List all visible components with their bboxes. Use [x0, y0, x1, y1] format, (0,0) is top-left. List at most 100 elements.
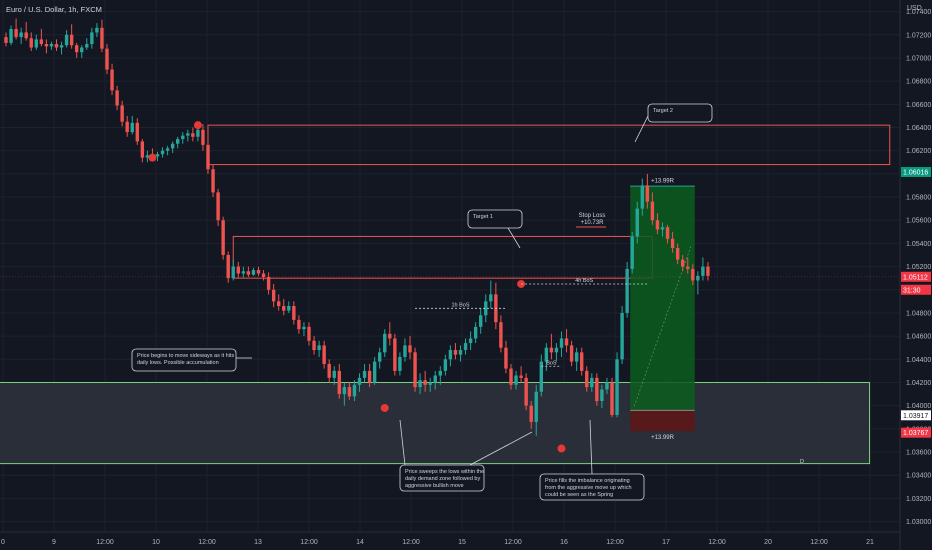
candle-body: [64, 34, 69, 46]
candle-body: [640, 185, 644, 209]
candle-body: [312, 340, 316, 351]
candle-body: [9, 28, 13, 43]
y-tick-label: 1.05200: [906, 264, 931, 271]
candle-body: [160, 150, 165, 155]
candle-body: [206, 144, 210, 170]
y-tick-label: 1.05400: [906, 241, 931, 248]
candle-body: [706, 266, 710, 276]
x-tick-label: 12:00: [708, 539, 726, 546]
spring-callout-pointer: [589, 419, 593, 475]
target2-callout-pointer: [634, 115, 649, 143]
candle-body: [372, 361, 377, 383]
candle-body: [120, 105, 124, 122]
sweep-callout-text: Price sweeps the lows within the: [405, 469, 484, 475]
candle-body: [216, 192, 220, 221]
candle-body: [433, 375, 437, 383]
candle-body: [569, 345, 574, 362]
candle-body: [39, 39, 44, 45]
sideways-callout-text: daily lows. Possible accumulation: [137, 360, 219, 366]
candle-body: [211, 169, 215, 193]
candle-body: [287, 305, 291, 311]
spring-callout-box: [539, 473, 645, 501]
candle-body: [292, 305, 296, 320]
candle-body: [125, 121, 129, 133]
candle-body: [559, 338, 564, 348]
candle-body: [499, 322, 503, 348]
x-tick-label: 12:00: [606, 539, 624, 546]
x-tick-label: 16: [560, 539, 568, 546]
candle-body: [398, 356, 402, 371]
y-tick-label: 1.03000: [906, 519, 931, 526]
candle-body: [509, 368, 513, 385]
candle-body: [302, 326, 306, 330]
y-tick-label: 1.03600: [906, 450, 931, 457]
candle-body: [155, 154, 160, 157]
candle-body: [413, 352, 417, 388]
candle-body: [383, 333, 387, 353]
candle-body: [347, 387, 352, 397]
swing-marker: [557, 444, 566, 453]
position-bottom-label: +13.99R: [651, 435, 675, 441]
candle-body: [14, 28, 18, 38]
candle-body: [105, 48, 109, 70]
candle-body: [90, 32, 94, 45]
x-tick-label: 0: [1, 539, 5, 546]
demand-zone[interactable]: [0, 381, 871, 465]
y-tick-label: 1.06800: [906, 79, 931, 86]
y-tick-label: 1.06600: [906, 102, 931, 109]
candle-body: [534, 391, 538, 422]
candle-body: [352, 384, 357, 397]
candle-body: [357, 377, 362, 385]
candle-body: [327, 363, 331, 378]
candle-body: [191, 133, 195, 137]
candle-body: [196, 129, 200, 137]
candle-body: [448, 350, 453, 360]
candle-body: [378, 352, 382, 362]
y-tick-label: 1.07200: [906, 32, 931, 39]
sweep-callout-pointer: [399, 419, 406, 466]
sweep-callout-box: [399, 464, 485, 492]
candle-body: [322, 345, 326, 364]
sideways-callout-box: [131, 348, 237, 372]
bos-label: BoS: [546, 360, 557, 366]
stop-loss-r-label: +10.73R: [581, 220, 605, 226]
price-badge-text: 1.03767: [903, 430, 928, 437]
candle-body: [100, 27, 104, 49]
candle-body: [44, 44, 49, 47]
candle-body: [605, 382, 609, 390]
position-profit-zone[interactable]: [630, 186, 695, 411]
candle-body: [453, 350, 458, 355]
price-badge: [901, 427, 931, 438]
candle-body: [630, 236, 634, 269]
candle-body: [110, 69, 114, 91]
candle-body: [665, 227, 670, 239]
y-tick-label: 1.06400: [906, 125, 931, 132]
candle-body: [539, 361, 543, 392]
stop-loss-label: Stop Loss: [579, 213, 606, 219]
position-loss-zone[interactable]: [630, 410, 695, 432]
price-badge: [901, 410, 931, 421]
candle-body: [54, 44, 59, 48]
candle-body: [34, 39, 38, 48]
candle-body: [29, 38, 33, 48]
candle-body: [675, 248, 680, 260]
candle-body: [307, 326, 311, 341]
candle-body: [504, 347, 508, 369]
candle-body: [600, 389, 604, 402]
candle-body: [423, 380, 427, 385]
y-tick-label: 1.06200: [906, 148, 931, 155]
candle-body: [681, 259, 685, 267]
price-badge-text: 1.03917: [903, 413, 928, 420]
candle-body: [282, 305, 286, 311]
target1-callout-box: [467, 209, 523, 229]
candle-body: [595, 377, 599, 402]
candle-body: [620, 312, 624, 360]
price-badge-text: 1.06016: [903, 170, 928, 177]
candle-body: [408, 345, 412, 353]
y-tick-label: 1.04800: [906, 310, 931, 317]
candle-body: [590, 377, 594, 388]
x-tick-label: 17: [662, 539, 670, 546]
x-tick-label: 12:00: [810, 539, 828, 546]
candle-body: [660, 227, 665, 230]
